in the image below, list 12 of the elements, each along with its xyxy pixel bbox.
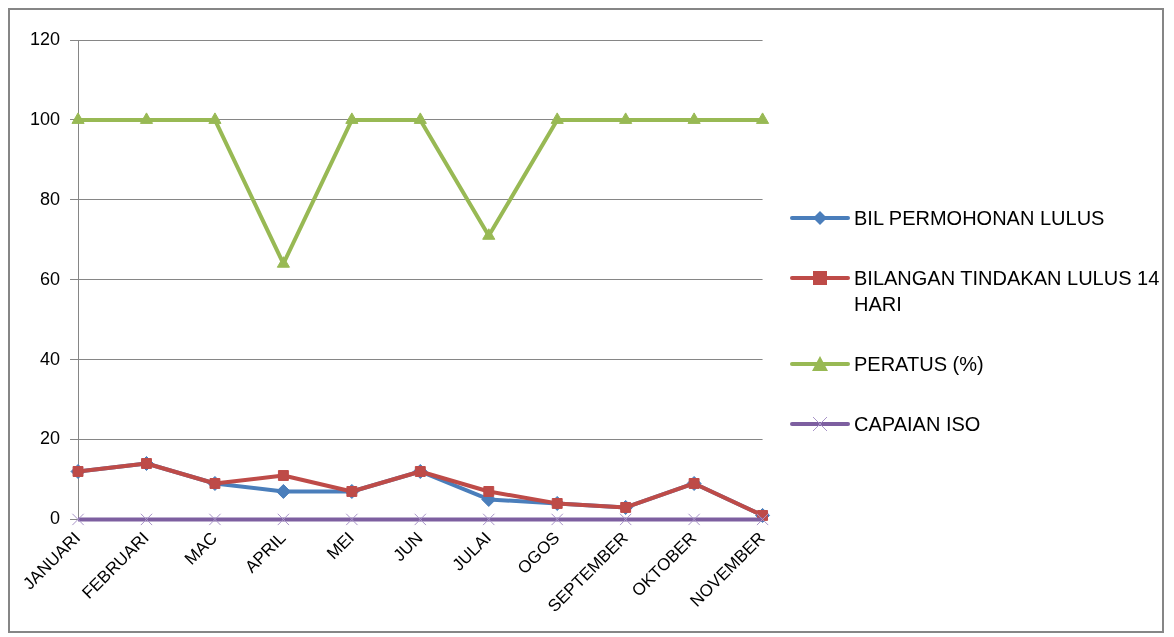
- y-tick-label: 0: [50, 508, 61, 529]
- legend-label: BILANGAN TINDAKAN LULUS 14 HARI: [854, 265, 1160, 317]
- y-tick-label: 80: [40, 188, 61, 209]
- y-tick-label: 40: [40, 348, 61, 369]
- legend-label: PERATUS (%): [854, 351, 984, 377]
- y-tick-label: 20: [40, 428, 61, 449]
- x-tick-label: MEI: [323, 528, 358, 564]
- legend-label: BIL PERMOHONAN LULUS: [854, 205, 1105, 231]
- y-tick-label: 120: [29, 28, 61, 49]
- y-tick-label: 100: [29, 108, 61, 129]
- legend-label: CAPAIAN ISO: [854, 411, 981, 437]
- y-tick-label: 60: [40, 268, 61, 289]
